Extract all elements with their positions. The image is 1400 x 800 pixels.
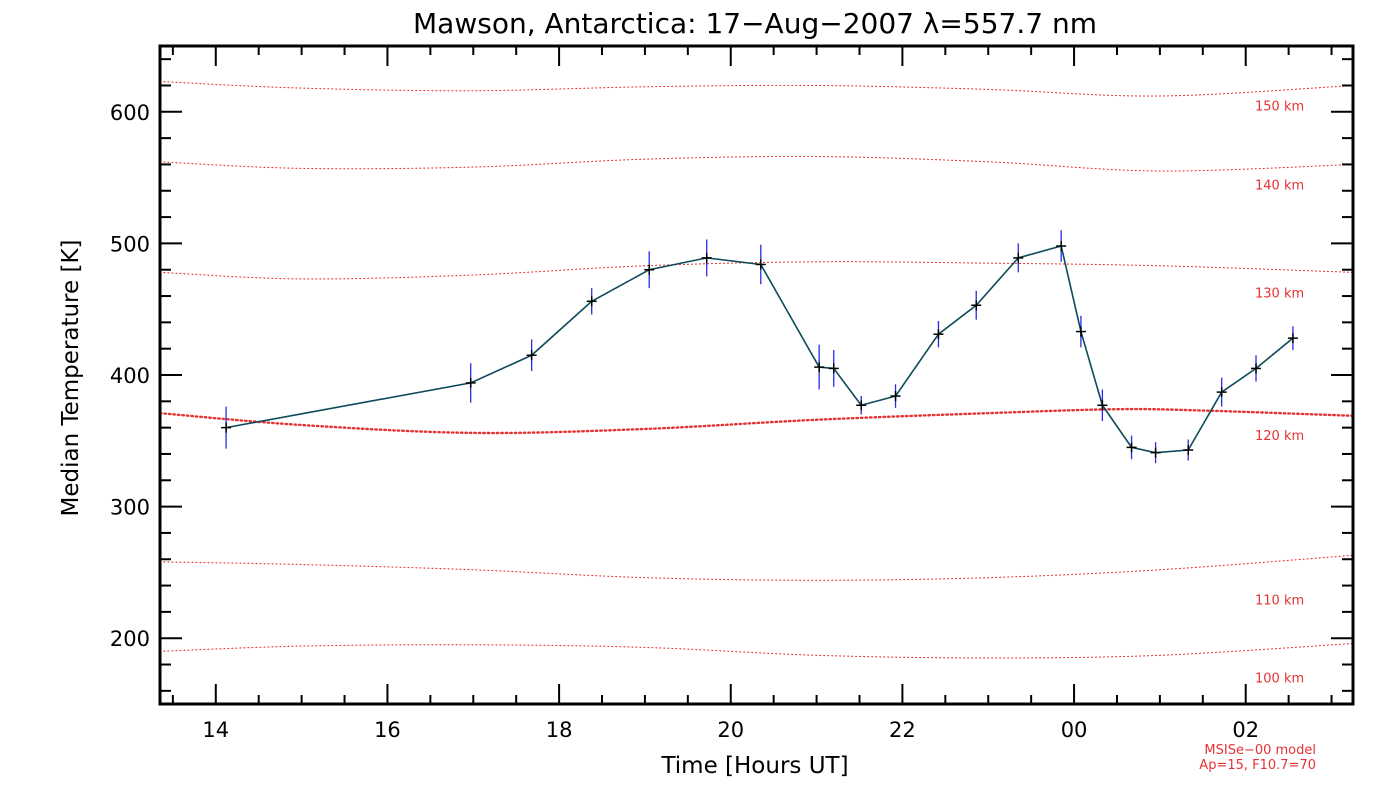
data-point	[1075, 326, 1086, 337]
altitude-label: 100 km	[1255, 671, 1304, 686]
data-point	[814, 362, 825, 373]
data-point	[828, 363, 839, 374]
y-tick-label: 400	[110, 364, 150, 388]
axes: 14 16 18 20 22 00 02 200 300 400 500 600	[110, 44, 1355, 742]
plot-frame	[158, 44, 1355, 706]
y-tick-label: 300	[110, 496, 150, 520]
altitude-label: 120 km	[1255, 429, 1304, 444]
altitude-label: 140 km	[1255, 178, 1304, 193]
data-point	[755, 259, 766, 270]
series-line	[225, 245, 1294, 454]
data-point	[1287, 333, 1298, 344]
data-point	[701, 252, 712, 263]
data-series	[221, 230, 1298, 464]
y-tick-label: 500	[110, 232, 150, 256]
model-curves: 150 km 140 km 130 km 120 km 110 km 100 km	[158, 80, 1355, 686]
data-point	[971, 300, 982, 311]
data-point	[1056, 241, 1067, 252]
x-tick-label: 00	[1061, 718, 1088, 742]
data-point	[1216, 387, 1227, 398]
data-point	[1150, 447, 1161, 458]
altitude-label: 110 km	[1255, 593, 1304, 608]
data-point	[1097, 400, 1108, 411]
data-point	[933, 329, 944, 340]
data-point	[1013, 252, 1024, 263]
model-note-line1: MSISe−00 model	[1204, 743, 1316, 758]
y-tick-label: 200	[110, 627, 150, 651]
y-axis-label: Median Temperature [K]	[58, 240, 84, 517]
data-point	[1251, 363, 1262, 374]
altitude-label: 130 km	[1255, 286, 1304, 301]
data-point	[465, 377, 476, 388]
chart-title: Mawson, Antarctica: 17−Aug−2007 λ=557.7 …	[413, 7, 1097, 40]
model-curve	[159, 554, 1354, 581]
x-tick-label: 18	[546, 718, 573, 742]
data-point	[221, 422, 232, 433]
x-tick-label: 14	[202, 718, 229, 742]
x-tick-label: 02	[1232, 718, 1259, 742]
data-point	[890, 391, 901, 402]
data-point	[1126, 442, 1137, 453]
altitude-label: 150 km	[1255, 99, 1304, 114]
data-point	[856, 400, 867, 411]
data-point	[1183, 445, 1194, 456]
model-curve	[159, 642, 1354, 659]
x-axis-label: Time [Hours UT]	[660, 753, 848, 779]
model-curve	[158, 407, 1355, 435]
model-curve	[159, 155, 1354, 172]
data-point	[526, 350, 537, 361]
data-point	[586, 296, 597, 307]
y-tick-label: 600	[110, 101, 150, 125]
model-curve	[159, 80, 1354, 97]
x-tick-label: 16	[374, 718, 401, 742]
x-tick-label: 20	[717, 718, 744, 742]
x-tick-label: 22	[889, 718, 916, 742]
data-point	[644, 264, 655, 275]
model-note-line2: Ap=15, F10.7=70	[1199, 758, 1316, 773]
